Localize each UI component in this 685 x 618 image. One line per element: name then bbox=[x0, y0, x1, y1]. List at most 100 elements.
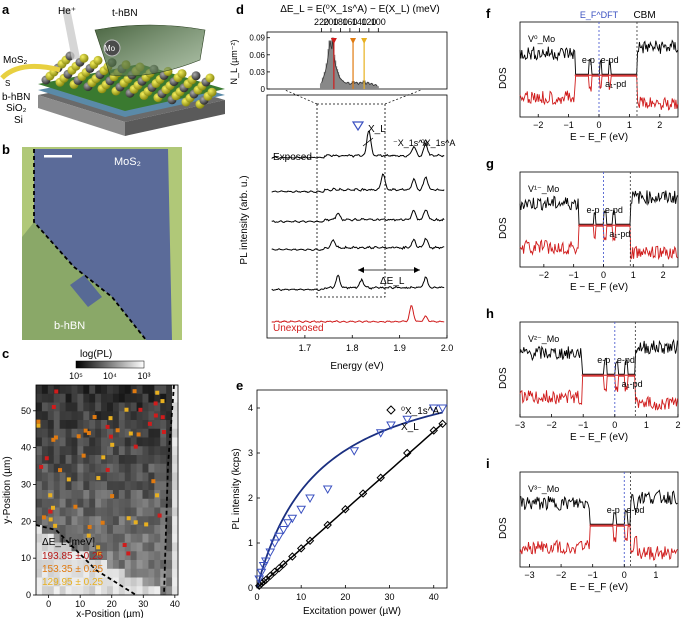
pl-map-cell bbox=[124, 472, 132, 482]
pl-map-cell bbox=[36, 577, 43, 587]
pl-map-cell bbox=[101, 525, 108, 535]
pl-map-cell bbox=[118, 402, 126, 412]
pl-map-cell bbox=[41, 428, 49, 438]
pl-map-cell bbox=[107, 586, 114, 596]
pl-map-cell bbox=[95, 490, 102, 500]
pl-map-cell bbox=[59, 472, 66, 482]
pl-map-cell bbox=[89, 402, 96, 412]
pl-map-cell bbox=[47, 481, 55, 491]
pl-map-cell bbox=[47, 586, 55, 596]
pl-map-cell bbox=[107, 516, 114, 526]
e-xtick-label: 10 bbox=[296, 592, 306, 602]
spectrum-exposed bbox=[271, 237, 445, 251]
s-atom bbox=[177, 69, 187, 79]
pl-map-cell bbox=[166, 463, 173, 473]
pl-map-cell bbox=[142, 437, 149, 447]
pl-map-cell bbox=[136, 577, 143, 587]
panel-c-pl-map: log(PL) 10⁵ 10⁴ 10³ ΔE_L [meV] 193.85 ± … bbox=[2, 349, 180, 618]
pl-map-cell bbox=[36, 586, 43, 596]
xl-data-point bbox=[269, 539, 280, 549]
pl-map-cell bbox=[83, 455, 90, 465]
pl-map-cell bbox=[53, 402, 61, 412]
d-toptick-label: 220 bbox=[314, 17, 329, 27]
pl-map-cell bbox=[36, 481, 43, 491]
pl-map-cell bbox=[124, 560, 132, 570]
pl-map-cell bbox=[136, 385, 143, 395]
pl-map-cell bbox=[89, 490, 96, 500]
legend-entry-orange: 153.35 ± 0.25 bbox=[42, 564, 104, 575]
pl-map-cell bbox=[59, 446, 66, 456]
pl-map-cell bbox=[101, 428, 108, 438]
emitter-dot bbox=[105, 424, 110, 429]
pl-map-cell bbox=[101, 446, 108, 456]
pl-map-cell bbox=[59, 481, 66, 491]
pl-map-cell bbox=[89, 437, 96, 447]
pl-map-cell bbox=[130, 533, 137, 543]
pl-map-cell bbox=[71, 428, 78, 438]
emitter-dot bbox=[83, 428, 88, 433]
dos-epd-label: e-pd bbox=[626, 505, 644, 515]
pl-map-cell bbox=[36, 560, 43, 570]
dos-xtick-label: −1 bbox=[563, 120, 573, 130]
pl-map-cell bbox=[83, 446, 90, 456]
pl-map-cell bbox=[59, 437, 66, 447]
pl-map-cell bbox=[160, 402, 167, 412]
pl-map-cell bbox=[112, 411, 120, 421]
emitter-dot bbox=[97, 551, 102, 556]
pl-map-cell bbox=[124, 385, 132, 395]
pl-map-cell bbox=[154, 516, 161, 526]
pl-map-cell bbox=[101, 577, 108, 587]
pl-map-cell bbox=[41, 568, 49, 578]
pl-map-cell bbox=[136, 551, 143, 561]
pl-map-cell bbox=[118, 560, 126, 570]
pl-map-cell bbox=[130, 542, 137, 552]
bhbn-label: b-hBN bbox=[2, 92, 30, 103]
dos-a1-label: a₁-pd bbox=[605, 79, 626, 89]
emitter-dot bbox=[48, 509, 53, 514]
spectrum-exposed bbox=[271, 274, 445, 292]
pl-map-cell bbox=[71, 577, 78, 587]
pl-map-cell bbox=[89, 498, 96, 508]
pl-map-cell bbox=[65, 420, 72, 430]
pl-map-cell bbox=[160, 420, 167, 430]
pl-map-cell bbox=[77, 490, 84, 500]
pl-map-cell bbox=[59, 533, 66, 543]
pl-map-cell bbox=[41, 437, 49, 447]
emitter-dot bbox=[81, 453, 86, 458]
pl-map-cell bbox=[130, 577, 137, 587]
pl-map-cell bbox=[148, 411, 155, 421]
pl-map-cell bbox=[77, 560, 84, 570]
pl-map-cell bbox=[142, 428, 149, 438]
pl-map-cell bbox=[118, 455, 126, 465]
emitter-dot bbox=[48, 517, 53, 522]
pl-map-cell bbox=[107, 498, 114, 508]
zoom-box bbox=[316, 103, 386, 298]
dos-xtick-label: 1 bbox=[627, 120, 632, 130]
pl-map-cell bbox=[59, 393, 66, 403]
pl-map-cell bbox=[41, 481, 49, 491]
x1s-data-point bbox=[429, 426, 438, 435]
pl-map-cell bbox=[107, 525, 114, 535]
pl-map-cell bbox=[130, 402, 137, 412]
he-ion-beam bbox=[62, 8, 80, 60]
pl-map-cell bbox=[118, 385, 126, 395]
xl-arrow bbox=[362, 137, 374, 147]
dos-ylabel: DOS bbox=[498, 217, 509, 239]
pl-map-cell bbox=[95, 420, 102, 430]
emitter-dot bbox=[138, 407, 143, 412]
delta-arrowhead-left bbox=[358, 267, 364, 273]
d-toptick-label: 160 bbox=[342, 17, 357, 27]
emitter-dot bbox=[136, 432, 141, 437]
pl-map-cell bbox=[172, 393, 179, 403]
pl-map-cell bbox=[65, 586, 72, 596]
pl-map-cell bbox=[65, 402, 72, 412]
x1s-data-point bbox=[403, 448, 412, 458]
pl-map-cell bbox=[148, 385, 155, 395]
pl-map-cell bbox=[101, 498, 108, 508]
emitter-dot bbox=[76, 434, 81, 439]
dos-epd-label: e-pd bbox=[605, 205, 623, 215]
pl-map-cell bbox=[154, 525, 161, 535]
pl-map-cell bbox=[71, 393, 78, 403]
pl-map-cell bbox=[89, 516, 96, 526]
pl-map-cell bbox=[142, 560, 149, 570]
